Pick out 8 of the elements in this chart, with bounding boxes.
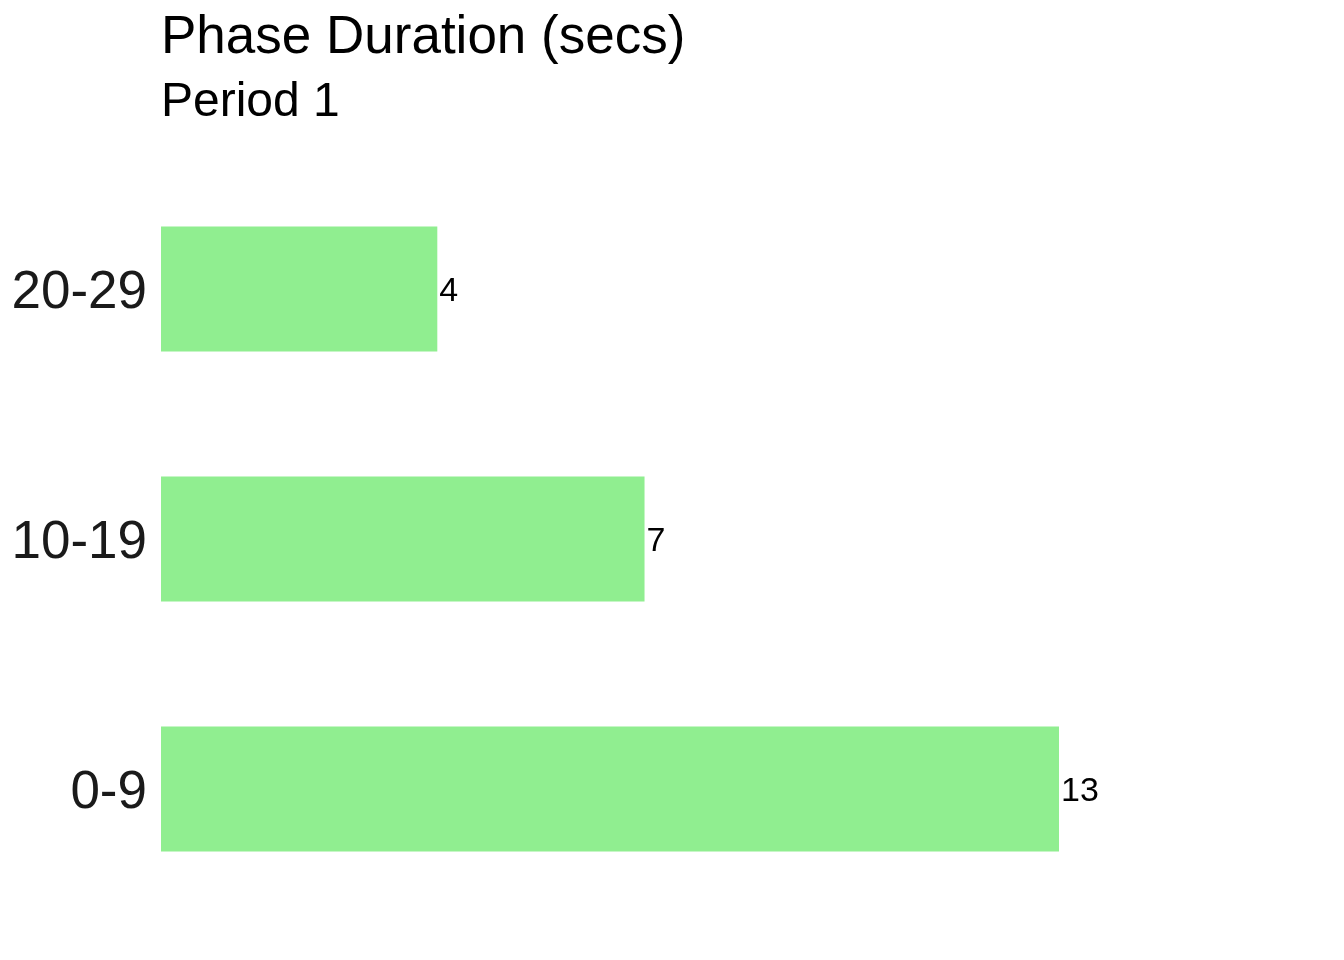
data-label: 13 [1061,770,1099,809]
y-tick-label: 20-29 [11,259,147,319]
chart-title: Phase Duration (secs) [161,5,686,66]
y-tick-label: 10-19 [11,509,147,569]
chart-subtitle: Period 1 [161,72,340,128]
data-label: 4 [439,270,459,309]
y-tick-label: 0-9 [70,759,147,819]
data-label: 7 [646,520,666,559]
